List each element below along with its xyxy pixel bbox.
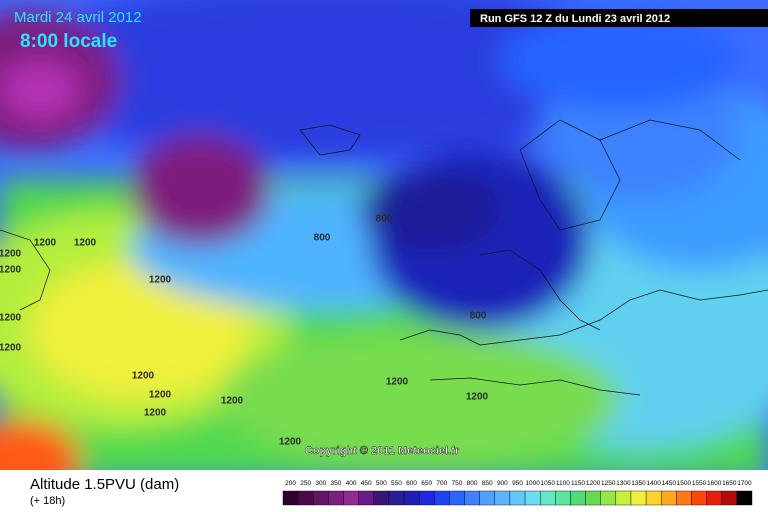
scale-label: 1200 [586,480,601,487]
scale-swatch [282,490,299,506]
run-info: Run GFS 12 Z du Lundi 23 avril 2012 [480,13,670,25]
scale-label: 450 [361,480,372,487]
scale-swatch [645,490,662,506]
scale-label: 700 [436,480,447,487]
scale-label: 900 [497,480,508,487]
scale-label: 1600 [707,480,722,487]
scale-label: 1700 [737,480,752,487]
contour-label: 800 [376,214,393,225]
scale-swatch [418,490,435,506]
scale-swatch [449,490,465,506]
contour-label: 1200 [279,437,302,448]
scale-label: 1000 [525,480,540,487]
map-field [0,0,768,470]
scale-label: 750 [452,480,463,487]
contour-label: 1200 [221,396,244,407]
scale-swatch [297,490,314,506]
scale-swatch [630,490,647,506]
scale-label: 1350 [631,480,646,487]
contour-label: 800 [314,233,331,244]
contour-label: 1200 [149,275,172,286]
scale-swatch [585,490,601,506]
contour-label: 1200 [34,238,57,249]
scale-swatch [570,490,586,506]
scale-swatch [706,490,722,506]
contour-label: 800 [470,311,487,322]
scale-label: 600 [406,480,417,487]
scale-swatch [358,490,374,506]
scale-label: 1550 [692,480,707,487]
scale-label: 1400 [646,480,661,487]
scale-label: 1650 [722,480,737,487]
contour-label: 1200 [0,313,22,324]
contour-label: 1200 [0,249,22,260]
footer-title: Altitude 1.5PVU (dam) [30,476,179,493]
time: 8:00 locale [20,31,117,52]
scale-swatch [328,490,344,506]
scale-label: 850 [482,480,493,487]
scale-label: 300 [315,480,326,487]
contour-label: 1200 [386,377,409,388]
run-banner [470,9,768,27]
scale-label: 350 [331,480,342,487]
scale-swatch [721,490,738,506]
scale-swatch [509,490,526,506]
scale-swatch [388,490,405,506]
scale-swatch [403,490,420,506]
scale-swatch [615,490,632,506]
date: Mardi 24 avril 2012 [14,9,142,26]
scale-label: 650 [421,480,432,487]
contour-label: 1200 [0,265,22,276]
scale-swatch [600,490,617,506]
scale-label: 1250 [601,480,616,487]
contour-labels: 1200 1200 1200 1200 1200 1200 1200 1200 … [0,214,489,448]
contour-label: 1200 [132,371,155,382]
scale-swatch [343,490,359,506]
contour-label: 1200 [149,390,172,401]
scale-label: 1300 [616,480,631,487]
scale-swatch [494,490,511,506]
scale-swatch [676,490,692,506]
scale-swatch [373,490,390,506]
scale-label: 200 [285,480,296,487]
scale-swatch [555,490,571,506]
scale-label: 1500 [677,480,692,487]
scale-label: 1050 [541,480,556,487]
scale-swatch [691,490,707,506]
contour-label: 1200 [0,343,22,354]
contour-label: 1200 [74,238,97,249]
scale-label: 1450 [662,480,677,487]
scale-label: 400 [346,480,357,487]
scale-swatch [434,490,450,506]
scale-label: 500 [376,480,387,487]
scale-swatch [313,490,329,506]
scale-swatch [736,490,753,506]
copyright: Copyright © 2011 Meteociel.fr [305,445,460,457]
scale-swatch [661,490,677,506]
scale-swatch [539,490,556,506]
scale-label: 1150 [571,480,585,487]
contour-label: 1200 [466,392,489,403]
scale-swatch [464,490,480,506]
scale-label: 950 [512,480,523,487]
scale-label: 1100 [556,480,570,487]
footer-lead: (+ 18h) [30,495,65,507]
color-scale: 200 250 300 350 400 450 500 550 600 650 700 750 800 8… [282,480,753,506]
scale-label: 250 [300,480,311,487]
scale-swatch [524,490,541,506]
scale-label: 800 [467,480,478,487]
scale-swatch [479,490,496,506]
contour-label: 1200 [144,408,167,419]
scale-label: 550 [391,480,402,487]
